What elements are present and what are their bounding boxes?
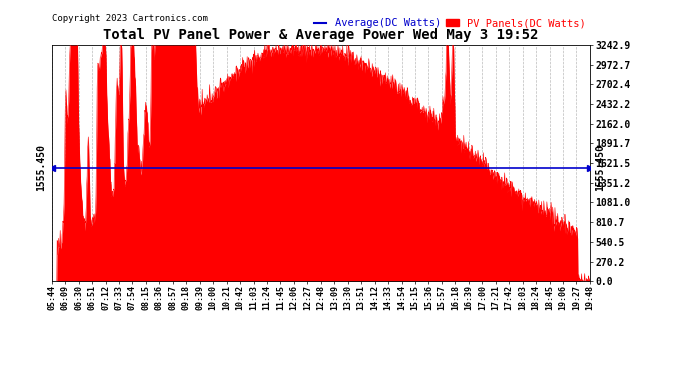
Text: 1555.450: 1555.450 — [37, 144, 46, 191]
Legend: Average(DC Watts), PV Panels(DC Watts): Average(DC Watts), PV Panels(DC Watts) — [310, 14, 590, 33]
Title: Total PV Panel Power & Average Power Wed May 3 19:52: Total PV Panel Power & Average Power Wed… — [103, 28, 539, 42]
Text: 1555.450: 1555.450 — [595, 144, 605, 191]
Text: Copyright 2023 Cartronics.com: Copyright 2023 Cartronics.com — [52, 14, 208, 23]
